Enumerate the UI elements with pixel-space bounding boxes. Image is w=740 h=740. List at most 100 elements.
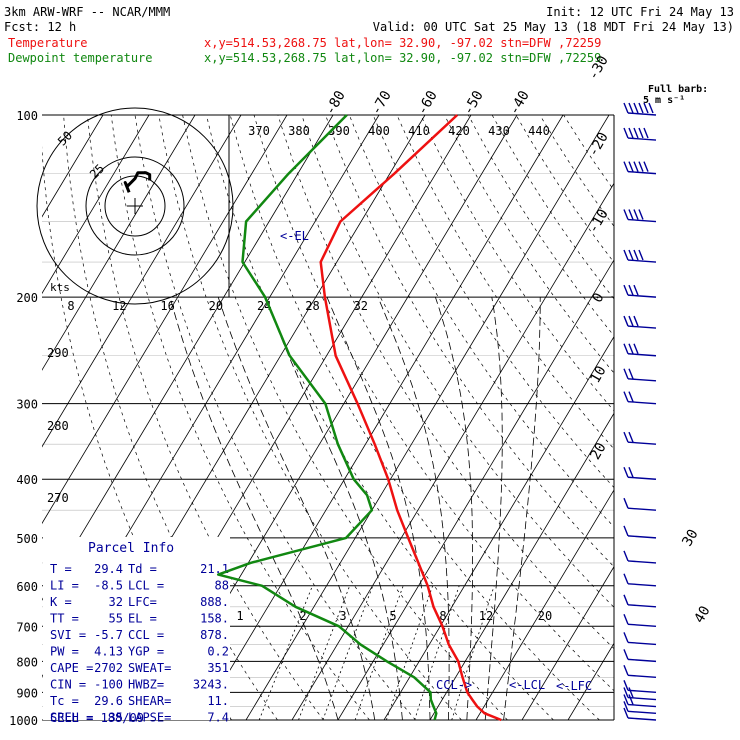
wind-barb-staff <box>627 170 657 175</box>
isotherm-label--70: -70 <box>368 88 395 118</box>
parcel-value2-5: 0.2 <box>207 645 229 659</box>
isotherm--80 <box>42 115 334 601</box>
parcel-value2-3: 158. <box>200 612 229 626</box>
isotherm-label--20: -20 <box>585 130 612 160</box>
parcel-label2-4: CCL = <box>128 628 164 642</box>
init-time: Init: 12 UTC Fri 24 May 13 <box>546 5 734 19</box>
pressure-label-200: 200 <box>16 291 38 305</box>
wind-barb-500 <box>623 525 657 539</box>
temperature-point-info: x,y=514.53,268.75 lat,lon= 32.90, -97.02… <box>204 36 601 50</box>
wind-barb-flag <box>633 161 639 172</box>
parcel-value2-0: 21.1 <box>200 562 229 576</box>
isotherm-label-30: 30 <box>679 527 701 550</box>
pressure-label-100: 100 <box>16 109 38 123</box>
pressure-label-800: 800 <box>16 655 38 669</box>
hodograph-ring-25 <box>85 156 185 256</box>
dry-adiabat-300 <box>158 115 462 720</box>
wind-barb-flag <box>643 102 649 114</box>
model-title: 3km ARW-WRF -- NCAR/MMM <box>4 5 170 19</box>
dry-adiabat-280 <box>110 115 370 720</box>
mixing-ratio-label-12: 12 <box>479 609 493 623</box>
mixing-ratio-label-5: 5 <box>389 609 396 623</box>
wind-barb-flag <box>623 687 629 698</box>
moist-adiabat-24 <box>377 296 450 720</box>
wind-barb-staff <box>627 112 657 116</box>
isotherm--110 <box>42 115 196 371</box>
wind-barb-flag <box>623 497 629 509</box>
parcel-label-6: CAPE = <box>50 661 93 675</box>
moist-adiabat-8 <box>217 296 376 720</box>
parcel-value2-6: 351 <box>207 661 229 675</box>
wind-barb-flag <box>633 284 639 296</box>
wind-barb-175 <box>623 249 657 263</box>
mixing-ratio-line-8 <box>386 585 434 720</box>
speed-axis-label-8: 8 <box>67 299 74 313</box>
wind-barb-flag <box>638 161 644 172</box>
isotherm-40 <box>521 565 614 720</box>
wind-barb-staff <box>627 604 657 608</box>
theta-label-440: 440 <box>528 124 550 138</box>
parcel-label-3: TT = <box>50 612 79 626</box>
parcel-cell: CELL = 188/09 <box>50 711 144 725</box>
wind-barb-flag <box>628 466 634 478</box>
isotherm--20 <box>245 115 610 720</box>
wind-barb-700 <box>623 614 657 627</box>
parcel-label-4: SVI = <box>50 628 86 642</box>
isotherm--100 <box>42 115 242 448</box>
isotherm-label--80: -80 <box>322 88 349 118</box>
wind-barb-flag <box>623 550 629 562</box>
parcel-value2-1: 88 <box>215 579 229 593</box>
lfc-annotation: <-LFC <box>556 679 592 693</box>
parcel-label2-2: LFC= <box>128 595 157 609</box>
parcel-label-2: K = <box>50 595 72 609</box>
pressure-label-600: 600 <box>16 580 38 594</box>
wind-barb-200 <box>623 284 657 298</box>
dry-adiabat-420 <box>444 115 614 374</box>
parcel-label-9: SREH = <box>50 711 93 725</box>
hodograph-trace <box>123 171 152 193</box>
parcel-label2-7: HWBZ= <box>128 678 164 692</box>
parcel-value-5: 4.13 <box>94 645 123 659</box>
wind-barb-flag <box>633 209 639 220</box>
wind-barb-staff <box>627 259 657 263</box>
parcel-value-2: 32 <box>109 595 123 609</box>
parcel-value-0: 29.4 <box>94 562 123 576</box>
wind-barb-staff <box>627 658 657 663</box>
wind-barb-flag <box>623 665 629 676</box>
mixing-ratio-line-3 <box>322 585 374 720</box>
wind-barb-250 <box>623 343 657 357</box>
wind-barb-flag <box>628 102 634 114</box>
wind-barb-flag <box>628 687 634 698</box>
wind-barb-staff <box>627 378 657 382</box>
dry-adiabat-340 <box>253 115 614 692</box>
wind-barb-staff <box>627 325 657 329</box>
wind-barb-flag <box>638 127 644 139</box>
hodograph-units-label: kts <box>50 281 70 294</box>
isotherm-0 <box>337 259 614 720</box>
wind-barb-flag <box>638 209 644 220</box>
mixing-ratio-label-1: 1 <box>236 609 243 623</box>
wind-barb-flag <box>623 161 629 172</box>
theta-label-430: 430 <box>488 124 510 138</box>
dry-adiabat-330 <box>229 115 600 720</box>
wind-barbs <box>623 102 657 721</box>
theta-label-270: 270 <box>47 491 69 505</box>
wind-barb-flag <box>623 127 629 139</box>
speed-axis-label-32: 32 <box>354 299 368 313</box>
wind-barb-450 <box>623 497 657 511</box>
wind-barb-flag <box>638 249 644 261</box>
wind-barb-275 <box>623 368 657 382</box>
parcel-value-6: 2702 <box>94 661 123 675</box>
theta-label-420: 420 <box>448 124 470 138</box>
wind-barb-staff <box>627 717 657 721</box>
speed-axis-label-12: 12 <box>112 299 126 313</box>
isotherm-60 <box>613 719 614 720</box>
wind-barb-staff <box>627 710 657 715</box>
dry-adiabat-470 <box>563 115 614 191</box>
wind-barb-flag <box>623 649 629 660</box>
dry-adiabat-410 <box>420 115 614 412</box>
parcel-label2-3: EL = <box>128 612 157 626</box>
parcel-label2-8: SHEAR= <box>128 694 171 708</box>
speed-axis-label-28: 28 <box>305 299 319 313</box>
pressure-label-400: 400 <box>16 473 38 487</box>
